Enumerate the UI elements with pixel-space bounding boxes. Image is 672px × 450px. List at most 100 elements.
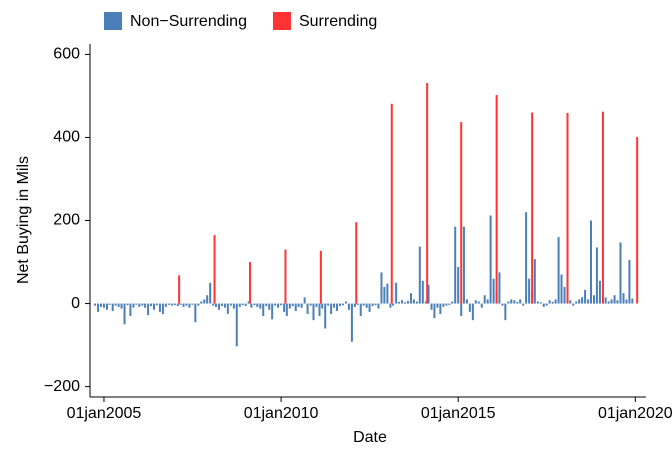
bar (155, 303, 158, 306)
bar (241, 303, 244, 306)
bar (99, 303, 102, 307)
bar (158, 303, 161, 312)
y-tick-label: 400 (53, 129, 80, 146)
bar (465, 299, 468, 304)
bar (371, 303, 374, 307)
bar (117, 303, 120, 307)
bar (392, 303, 395, 306)
bar (604, 297, 607, 304)
bar (442, 303, 445, 307)
bar (235, 303, 238, 347)
bar (368, 303, 371, 312)
bar (226, 303, 229, 314)
bar (427, 284, 430, 304)
bar (578, 299, 581, 304)
bar (581, 297, 584, 304)
bar (123, 303, 126, 325)
bar (232, 303, 235, 309)
bar (284, 249, 287, 304)
y-tick-label: −200 (44, 378, 80, 395)
bar (355, 222, 358, 304)
bar (247, 301, 250, 304)
bar (291, 303, 294, 307)
bar (598, 280, 601, 304)
bar (167, 303, 170, 305)
bar (445, 303, 448, 306)
y-axis-label: Net Buying in Mils (15, 156, 32, 284)
bar (303, 297, 306, 304)
bar (144, 303, 147, 308)
bar (170, 303, 173, 306)
bar (132, 303, 135, 308)
bar (395, 282, 398, 304)
bar (386, 283, 389, 304)
bar (200, 301, 203, 304)
bar (412, 299, 415, 304)
bar (636, 137, 639, 304)
bar (516, 301, 519, 304)
bar (218, 303, 221, 310)
bar (607, 301, 610, 304)
bar (587, 299, 590, 304)
bar (492, 278, 495, 304)
bar (182, 303, 185, 307)
bar (522, 303, 525, 306)
bar (223, 303, 226, 308)
bar (557, 237, 560, 304)
bar (238, 303, 241, 307)
bar (285, 303, 288, 317)
bar (374, 303, 377, 306)
x-tick-label: 01jan2015 (421, 405, 496, 422)
bar (262, 303, 265, 317)
bar (164, 303, 167, 307)
bar (153, 303, 156, 310)
bar (584, 289, 587, 304)
bar (536, 301, 539, 304)
bar (321, 303, 324, 309)
bar (622, 293, 625, 304)
bar (365, 303, 368, 308)
bar (362, 303, 365, 306)
bar (259, 303, 262, 309)
bar (94, 303, 97, 306)
bar (569, 300, 572, 304)
bar (356, 303, 359, 305)
y-tick-label: 600 (53, 46, 80, 63)
legend-swatch (272, 12, 291, 30)
bar (185, 303, 188, 306)
bar (377, 303, 380, 309)
bar (339, 303, 342, 307)
bar (613, 295, 616, 304)
bar (406, 301, 409, 304)
bar (566, 112, 569, 304)
bar (126, 303, 129, 306)
bar (625, 299, 628, 304)
bar (513, 300, 516, 304)
bar (197, 303, 200, 306)
bar (188, 303, 191, 308)
bar (212, 303, 215, 306)
bar (451, 301, 454, 304)
y-tick-label: 0 (71, 295, 80, 312)
bar (495, 95, 498, 304)
bar (418, 246, 421, 304)
bar (489, 215, 492, 304)
bar (590, 220, 593, 304)
bar (120, 303, 123, 309)
bar (380, 272, 383, 304)
bar (460, 303, 463, 317)
bar (436, 303, 439, 308)
bar (545, 303, 548, 306)
bar (350, 303, 353, 342)
bar (114, 303, 117, 306)
bar (554, 299, 557, 304)
bar (457, 267, 460, 304)
bar (333, 303, 336, 308)
bar (203, 299, 206, 304)
bar (531, 112, 534, 304)
bar (631, 298, 634, 304)
bar (309, 303, 312, 306)
bar (306, 303, 309, 314)
bar (390, 103, 393, 304)
bar (525, 212, 528, 304)
